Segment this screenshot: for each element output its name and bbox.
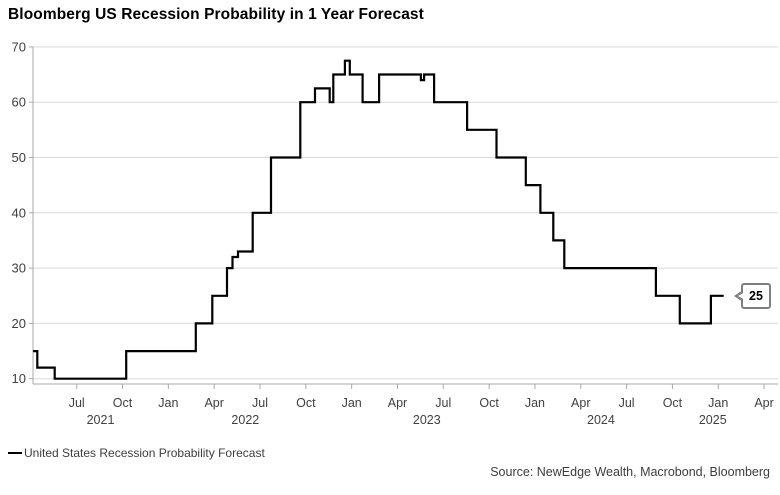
- legend-label: United States Recession Probability Fore…: [24, 446, 265, 460]
- x-tick-label: Apr: [754, 396, 773, 410]
- x-tick-label: Apr: [571, 396, 590, 410]
- chart-canvas: 10 20 30 40 50 60 70 Jul Oct Jan Apr Jul Oct Jan Apr Ju…: [12, 39, 778, 427]
- x-tick-label: Oct: [663, 396, 683, 410]
- legend-line-swatch: [8, 451, 22, 455]
- year-label: 2022: [231, 413, 259, 427]
- year-label: 2021: [87, 413, 115, 427]
- x-tick-label: Oct: [113, 396, 133, 410]
- x-tick-label: Jul: [252, 396, 268, 410]
- y-tick-label: 10: [12, 371, 26, 386]
- x-tick-label: Jan: [342, 396, 362, 410]
- year-label: 2024: [587, 413, 615, 427]
- x-tick-label: Jan: [708, 396, 728, 410]
- x-tick-label: Apr: [204, 396, 223, 410]
- chart-title: Bloomberg US Recession Probability in 1 …: [8, 6, 424, 23]
- x-tick-label: Apr: [388, 396, 407, 410]
- y-tick-label: 70: [12, 39, 26, 54]
- legend: United States Recession Probability Fore…: [8, 446, 265, 460]
- x-tick-label: Oct: [479, 396, 499, 410]
- source-text: Source: NewEdge Wealth, Macrobond, Bloom…: [490, 465, 770, 479]
- year-label: 2025: [699, 413, 727, 427]
- x-tick-label: Jan: [158, 396, 178, 410]
- y-tick-label: 30: [12, 261, 26, 276]
- x-tick-label: Jul: [435, 396, 451, 410]
- x-tick-label: Jul: [619, 396, 635, 410]
- latest-value-label: 25: [749, 289, 763, 303]
- x-tick-label: Jul: [69, 396, 85, 410]
- x-tick-label: Jan: [525, 396, 545, 410]
- y-tick-label: 40: [12, 205, 26, 220]
- latest-value-callout: 25: [741, 283, 771, 309]
- x-tick-label: Oct: [296, 396, 316, 410]
- y-tick-label: 20: [12, 316, 26, 331]
- y-tick-label: 50: [12, 150, 26, 165]
- y-tick-label: 60: [12, 95, 26, 110]
- year-label: 2023: [413, 413, 441, 427]
- series-line: [33, 59, 724, 380]
